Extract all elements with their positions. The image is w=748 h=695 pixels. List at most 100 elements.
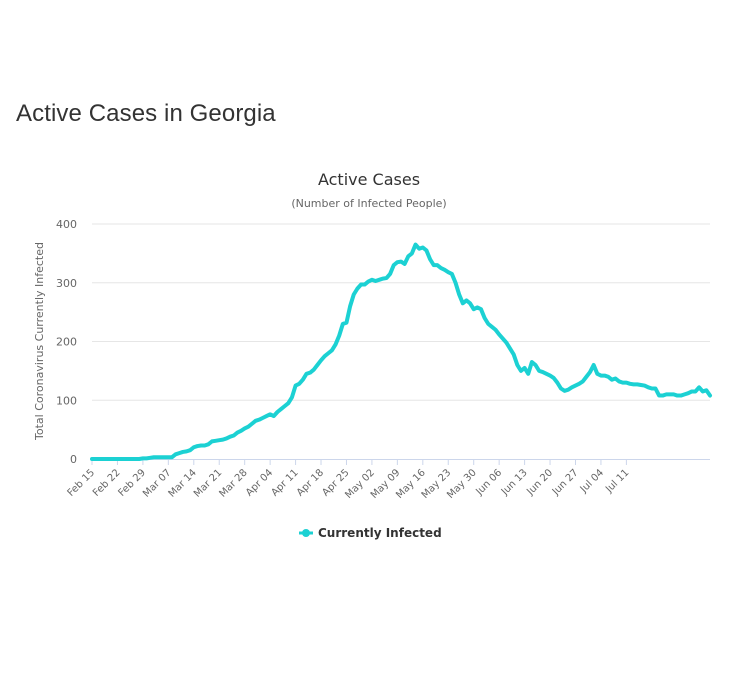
data-point[interactable] [199,443,203,448]
data-point[interactable] [653,386,658,391]
data-point[interactable] [210,439,214,443]
data-point[interactable] [253,419,258,423]
data-point[interactable] [112,457,116,461]
data-point[interactable] [152,455,156,459]
data-point[interactable] [170,455,174,459]
data-point[interactable] [246,425,250,429]
data-point[interactable] [515,363,519,367]
data-point[interactable] [457,292,461,297]
data-point[interactable] [690,389,694,394]
data-point[interactable] [421,245,425,250]
data-point[interactable] [243,426,247,431]
data-point[interactable] [581,379,585,384]
data-point[interactable] [239,429,243,433]
data-point[interactable] [577,382,581,386]
data-point[interactable] [490,325,494,329]
data-point[interactable] [94,457,98,461]
data-point[interactable] [214,439,218,443]
data-point[interactable] [410,251,414,255]
data-point[interactable] [570,385,574,389]
data-point[interactable] [257,418,261,422]
data-point[interactable] [486,322,490,326]
data-point[interactable] [661,393,665,398]
data-point[interactable] [446,270,450,274]
data-point[interactable] [642,383,647,388]
data-point[interactable] [464,298,469,302]
data-point[interactable] [301,378,305,382]
data-point[interactable] [250,422,254,426]
data-point[interactable] [119,457,123,461]
data-point[interactable] [697,385,701,389]
data-point[interactable] [333,342,338,347]
data-point[interactable] [599,373,603,378]
data-point[interactable] [293,383,298,388]
data-point[interactable] [675,393,679,398]
data-point[interactable] [602,373,607,378]
data-point[interactable] [708,393,712,398]
data-point[interactable] [228,435,232,439]
data-point[interactable] [163,455,167,459]
data-point[interactable] [635,382,639,386]
data-point[interactable] [523,366,527,370]
data-point[interactable] [264,414,269,418]
data-point[interactable] [101,457,105,461]
data-point[interactable] [319,358,323,362]
data-point[interactable] [268,412,272,416]
data-point[interactable] [497,332,501,337]
data-point[interactable] [399,260,403,264]
data-point[interactable] [384,276,389,280]
data-point[interactable] [341,322,345,326]
data-point[interactable] [206,442,210,446]
data-point[interactable] [639,383,643,387]
data-point[interactable] [483,316,487,320]
data-point[interactable] [588,370,592,374]
data-point[interactable] [468,301,472,305]
data-point[interactable] [573,383,578,388]
data-point[interactable] [493,328,498,332]
data-point[interactable] [595,372,599,376]
data-point[interactable] [610,378,614,382]
data-point[interactable] [555,381,559,385]
data-point[interactable] [646,385,650,389]
legend[interactable]: Currently Infected [299,526,442,540]
data-point[interactable] [501,336,505,341]
data-point[interactable] [617,379,621,384]
data-point[interactable] [326,351,330,355]
data-point[interactable] [413,242,418,247]
data-point[interactable] [461,301,465,305]
data-point[interactable] [352,292,356,297]
data-point[interactable] [584,375,589,379]
data-point[interactable] [373,279,378,283]
data-point[interactable] [323,354,327,358]
data-point[interactable] [504,341,509,345]
data-point[interactable] [392,263,396,267]
data-point[interactable] [632,382,636,386]
data-point[interactable] [537,369,541,373]
data-point[interactable] [297,382,301,386]
data-point[interactable] [701,389,705,394]
data-point[interactable] [406,254,410,258]
data-point[interactable] [479,307,483,311]
data-point[interactable] [624,381,628,385]
data-point[interactable] [417,247,421,251]
data-point[interactable] [184,449,189,453]
data-point[interactable] [512,352,516,357]
data-point[interactable] [548,373,552,378]
data-point[interactable] [621,381,625,385]
data-point[interactable] [679,393,683,398]
data-point[interactable] [508,346,512,351]
data-point[interactable] [130,457,134,461]
data-point[interactable] [370,278,374,282]
data-point[interactable] [304,372,309,376]
data-point[interactable] [337,334,341,338]
data-point[interactable] [686,391,690,395]
data-point[interactable] [693,389,698,394]
data-point[interactable] [435,263,439,267]
data-point[interactable] [217,438,221,442]
data-point[interactable] [348,304,352,308]
data-point[interactable] [388,272,392,276]
data-point[interactable] [308,371,312,375]
data-point[interactable] [613,376,618,381]
data-point[interactable] [541,370,545,374]
data-point[interactable] [115,457,120,461]
